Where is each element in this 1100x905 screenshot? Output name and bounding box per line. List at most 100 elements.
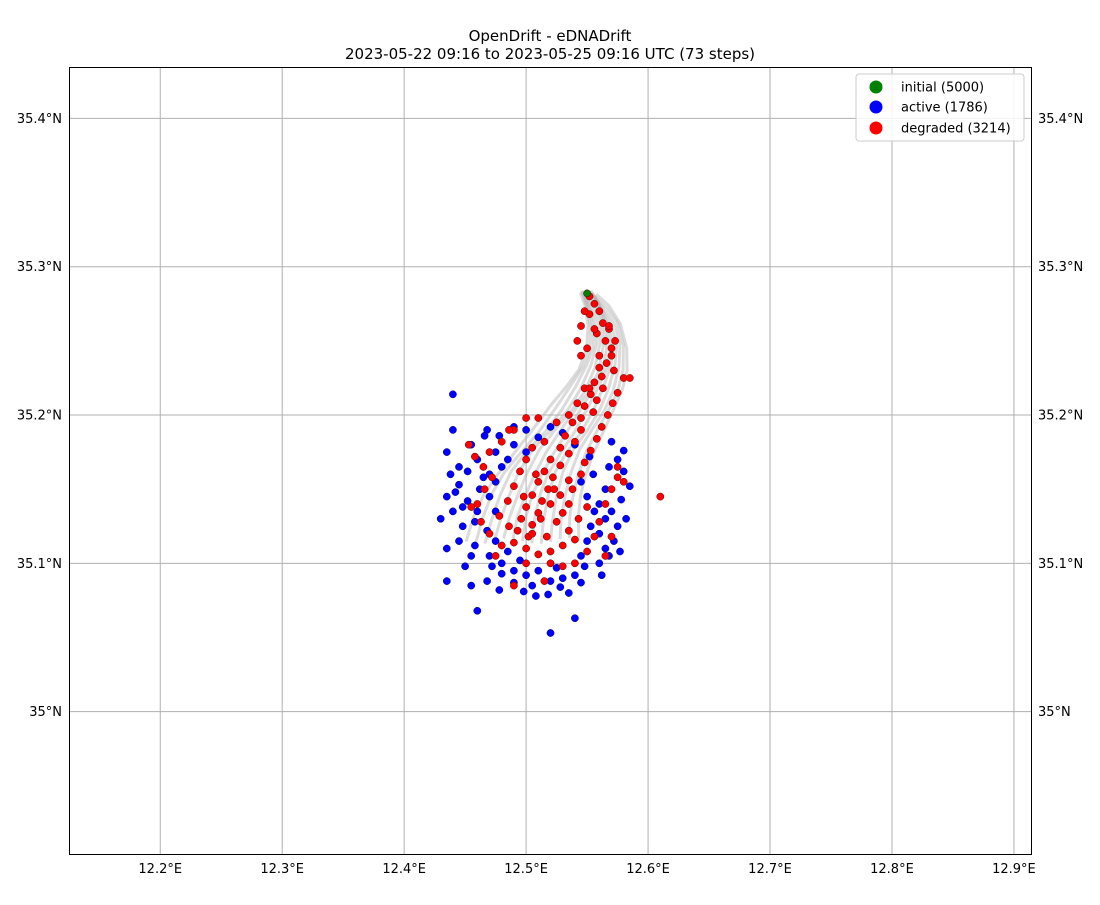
point-active <box>497 463 506 471</box>
trajectory-line <box>464 292 590 543</box>
point-active <box>458 503 467 511</box>
point-degraded <box>592 434 601 443</box>
point-degraded <box>519 492 528 501</box>
point-degraded <box>595 307 604 316</box>
legend-marker-active <box>869 100 883 114</box>
point-degraded <box>603 411 612 419</box>
point-degraded <box>510 581 518 590</box>
point-degraded <box>583 547 591 556</box>
point-active <box>590 507 599 516</box>
point-degraded <box>528 491 537 499</box>
point-degraded <box>540 437 549 446</box>
point-active <box>463 497 472 505</box>
point-active <box>449 507 457 516</box>
point-degraded <box>497 541 506 550</box>
trajectory-line <box>567 295 625 539</box>
point-degraded <box>522 503 530 511</box>
point-degraded <box>564 500 573 508</box>
y-tick-label-left: 35.3°N <box>17 260 62 275</box>
point-degraded <box>558 562 567 571</box>
point-degraded <box>580 402 589 410</box>
point-active <box>471 541 479 550</box>
point-active <box>455 463 463 471</box>
point-active <box>503 547 512 556</box>
point-degraded <box>595 351 604 360</box>
point-degraded <box>564 449 573 458</box>
legend-marker-degraded <box>869 121 883 135</box>
point-active <box>580 562 589 571</box>
point-degraded <box>485 448 494 456</box>
point-degraded <box>510 538 518 547</box>
point-degraded <box>571 437 579 446</box>
point-degraded <box>564 476 573 485</box>
point-initial <box>583 289 591 298</box>
point-active <box>583 492 591 501</box>
point-degraded <box>552 517 561 526</box>
point-degraded <box>532 470 540 479</box>
point-active <box>534 433 543 442</box>
point-active <box>436 514 445 523</box>
point-active <box>595 559 604 568</box>
point-active <box>467 552 476 560</box>
point-active <box>449 426 457 434</box>
point-active <box>601 544 610 553</box>
point-active <box>622 514 630 523</box>
point-degraded <box>597 423 606 431</box>
point-active <box>586 522 595 531</box>
point-degraded <box>580 458 589 467</box>
point-degraded <box>577 414 585 422</box>
y-tick-label-left: 35.2°N <box>17 409 62 424</box>
point-degraded <box>473 500 482 508</box>
point-active <box>442 544 451 553</box>
point-active <box>556 583 565 591</box>
point-degraded <box>625 374 634 382</box>
point-active <box>544 590 552 599</box>
point-active <box>451 488 460 496</box>
point-degraded <box>497 437 506 446</box>
point-degraded <box>528 443 537 452</box>
point-active <box>446 470 455 479</box>
trajectory-line <box>558 294 622 540</box>
point-degraded <box>479 463 488 471</box>
trajectory-line <box>474 290 593 545</box>
plot-frame <box>69 67 1032 855</box>
point-degraded <box>595 517 604 526</box>
point-degraded <box>590 325 599 333</box>
point-active <box>495 586 504 594</box>
point-degraded <box>601 500 610 508</box>
point-degraded <box>619 477 628 486</box>
point-degraded <box>546 559 555 568</box>
point-active <box>601 514 610 523</box>
point-active <box>483 577 491 585</box>
y-tick-label-right: 35.3°N <box>1038 260 1083 275</box>
point-degraded <box>558 541 567 550</box>
point-active <box>617 495 626 504</box>
y-tick-label-right: 35.1°N <box>1038 557 1083 572</box>
point-degraded <box>607 532 616 541</box>
point-active <box>577 578 585 587</box>
point-degraded <box>613 463 622 471</box>
point-degraded <box>491 552 500 560</box>
point-active <box>528 581 537 590</box>
point-degraded <box>546 500 555 508</box>
point-degraded <box>528 529 537 538</box>
point-active <box>619 467 628 476</box>
point-active <box>583 537 591 545</box>
point-degraded <box>605 322 613 330</box>
point-active <box>455 480 463 489</box>
point-degraded <box>601 337 610 345</box>
point-active <box>491 537 500 545</box>
legend-marker-initial <box>869 80 883 94</box>
point-active <box>442 577 451 585</box>
point-active <box>613 522 622 531</box>
point-active <box>546 629 555 637</box>
point-degraded <box>549 473 557 482</box>
point-active <box>616 547 624 556</box>
tick-labels: 12.2°E 12.3°E 12.4°E 12.5°E 12.6°E 12.7°E 12.8… <box>17 112 1083 877</box>
point-active <box>589 470 598 479</box>
point-degraded <box>505 426 513 434</box>
point-degraded <box>601 552 610 560</box>
point-active <box>519 587 528 596</box>
point-degraded <box>590 378 599 387</box>
